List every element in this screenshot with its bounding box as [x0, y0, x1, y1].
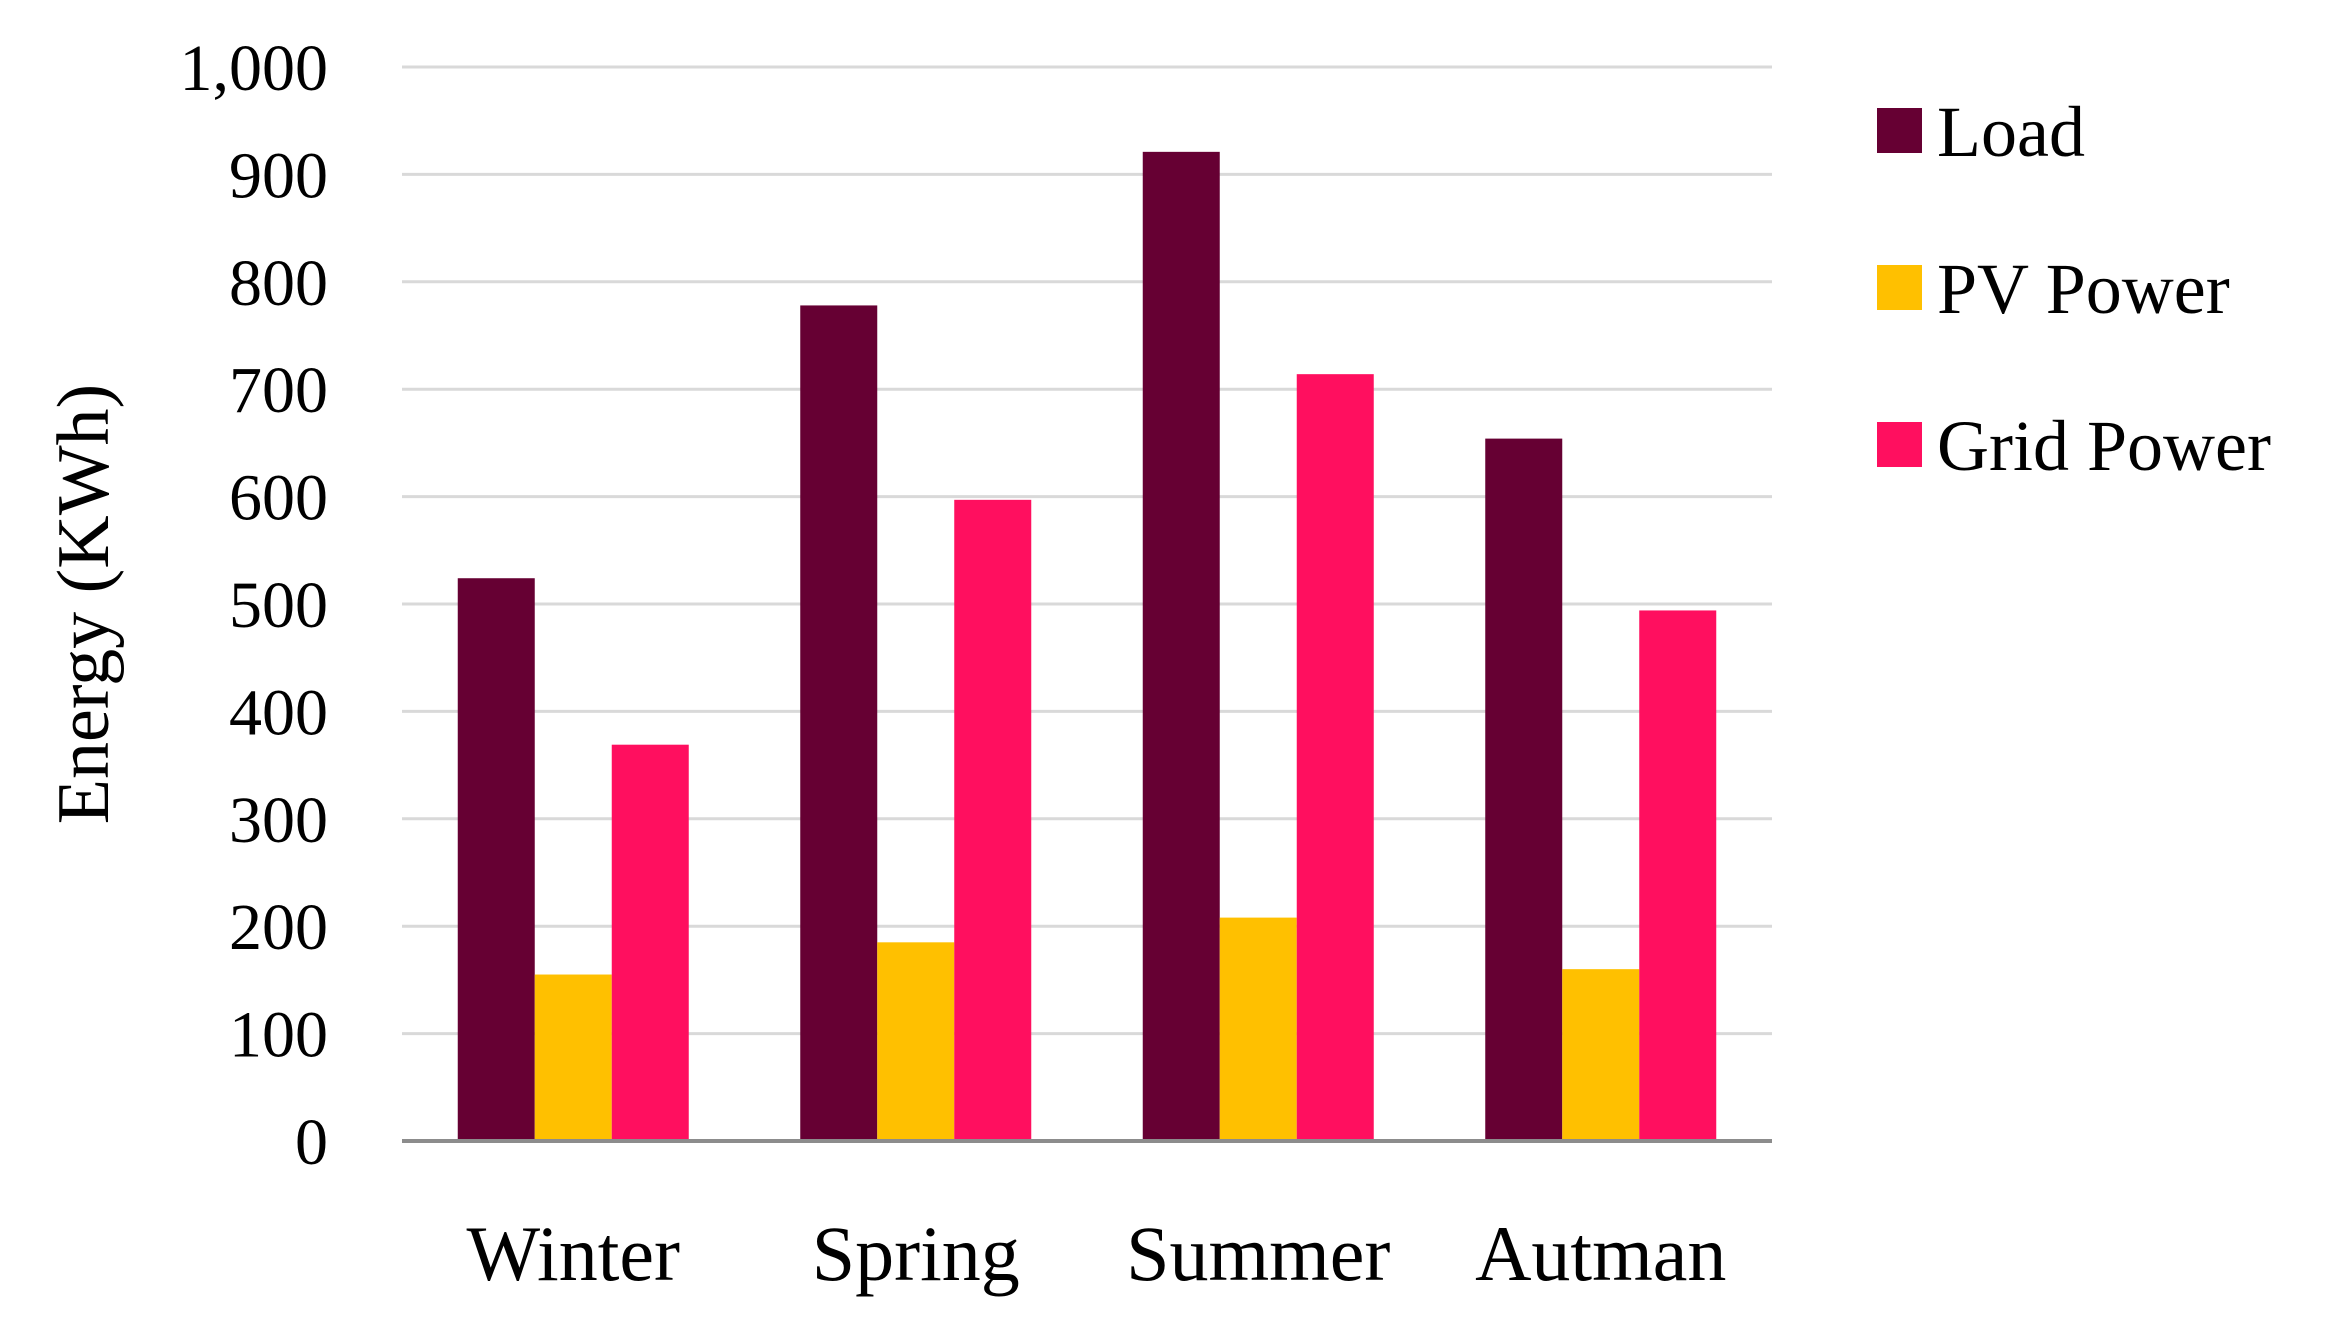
bar-grid-power	[1639, 610, 1717, 1141]
y-tick-label: 900	[229, 139, 328, 212]
bar-pv-power	[1219, 917, 1297, 1141]
bar-load	[1142, 151, 1220, 1141]
y-tick-label: 100	[229, 999, 328, 1072]
y-tick-label: 0	[295, 1106, 328, 1179]
y-tick-label: 600	[229, 462, 328, 535]
y-tick-label: 1,000	[180, 32, 329, 105]
y-tick-label: 500	[229, 569, 328, 642]
legend-label: PV Power	[1937, 249, 2230, 329]
bar-pv-power	[877, 942, 955, 1141]
y-tick-label: 400	[229, 676, 328, 749]
bar-grid-power	[954, 499, 1032, 1141]
bar-load	[1485, 438, 1563, 1141]
legend: Load PV Power Grid Power	[1877, 92, 2271, 486]
legend-swatch	[1877, 265, 1922, 310]
x-tick-label: Winter	[467, 1210, 680, 1297]
x-tick-label: Autman	[1475, 1210, 1726, 1297]
bar-grid-power	[1296, 374, 1374, 1141]
y-tick-label: 800	[229, 247, 328, 320]
bar-load	[457, 578, 535, 1141]
legend-label: Load	[1937, 92, 2085, 172]
bar-grid-power	[611, 744, 689, 1141]
gridlines	[402, 65, 1772, 1036]
bar-load	[800, 305, 878, 1142]
y-tick-label: 700	[229, 354, 328, 427]
legend-swatch	[1877, 422, 1922, 467]
bars	[457, 151, 1717, 1142]
y-axis-ticks: 0 100 200 300 400 500 600 700 800 900 1,000	[180, 32, 329, 1179]
x-tick-label: Summer	[1126, 1210, 1390, 1297]
x-axis-ticks: Winter Spring Summer Autman	[467, 1210, 1727, 1297]
legend-label: Grid Power	[1937, 406, 2271, 486]
y-axis-label: Energy (KWh)	[43, 384, 125, 824]
x-tick-label: Spring	[812, 1210, 1020, 1297]
y-tick-label: 300	[229, 784, 328, 857]
bar-pv-power	[1562, 969, 1640, 1141]
legend-swatch	[1877, 108, 1922, 153]
bar-pv-power	[534, 974, 612, 1141]
y-tick-label: 200	[229, 891, 328, 964]
